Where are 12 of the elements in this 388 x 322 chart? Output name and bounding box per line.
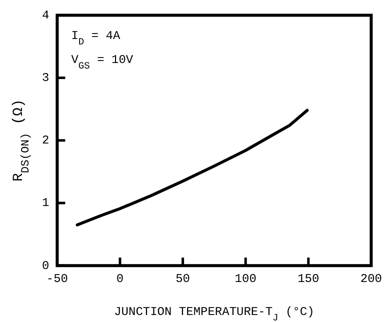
x-tick-label: -50 (46, 272, 68, 286)
x-tick-label: 100 (234, 272, 256, 286)
y-tick-label: 4 (42, 8, 50, 22)
y-tick-label: 3 (42, 70, 50, 85)
y-tick-label: 1 (42, 196, 50, 210)
x-tick-label: 0 (116, 272, 124, 286)
y-tick-label: 2 (42, 134, 50, 148)
y-tick-label: 0 (42, 258, 50, 273)
x-tick-label: 50 (176, 272, 190, 286)
x-tick-label: 200 (360, 272, 382, 286)
x-tick-label: 150 (298, 272, 320, 286)
y-axis-title: RDS(ON) (Ω) (11, 99, 32, 182)
